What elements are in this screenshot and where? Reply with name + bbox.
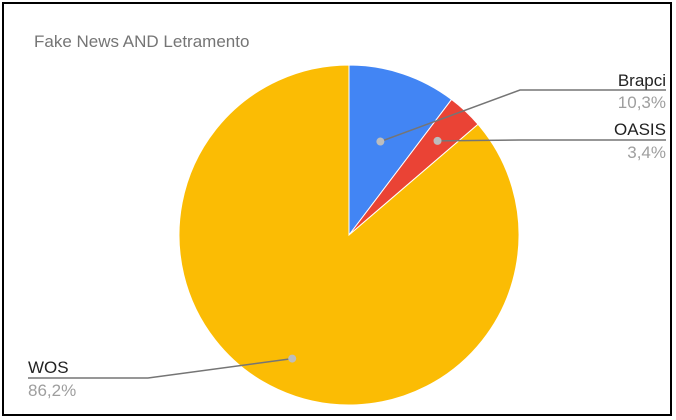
pie-slices <box>178 64 520 406</box>
pie-slice-brapci[interactable] <box>348 64 453 237</box>
pie-slice-wos[interactable] <box>178 64 520 406</box>
slice-percent-wos: 86,2% <box>28 381 76 400</box>
slice-percent-brapci: 10,3% <box>618 93 666 112</box>
leader-line-brapci <box>380 89 666 143</box>
leader-dot-brapci <box>376 137 385 146</box>
leader-line-wos <box>28 357 293 379</box>
leader-lines <box>28 89 666 379</box>
slice-labels: Brapci 10,3% OASIS 3,4% WOS 86,2% <box>28 71 666 400</box>
slice-label-oasis: OASIS <box>614 120 666 139</box>
slice-percent-oasis: 3,4% <box>627 143 666 162</box>
leader-dot-oasis <box>433 136 442 145</box>
chart-title: Fake News AND Letramento <box>34 32 249 51</box>
leader-dot-wos <box>288 354 297 363</box>
leader-line-oasis <box>437 139 666 142</box>
slice-label-wos: WOS <box>28 358 69 377</box>
slice-label-brapci: Brapci <box>618 71 666 90</box>
